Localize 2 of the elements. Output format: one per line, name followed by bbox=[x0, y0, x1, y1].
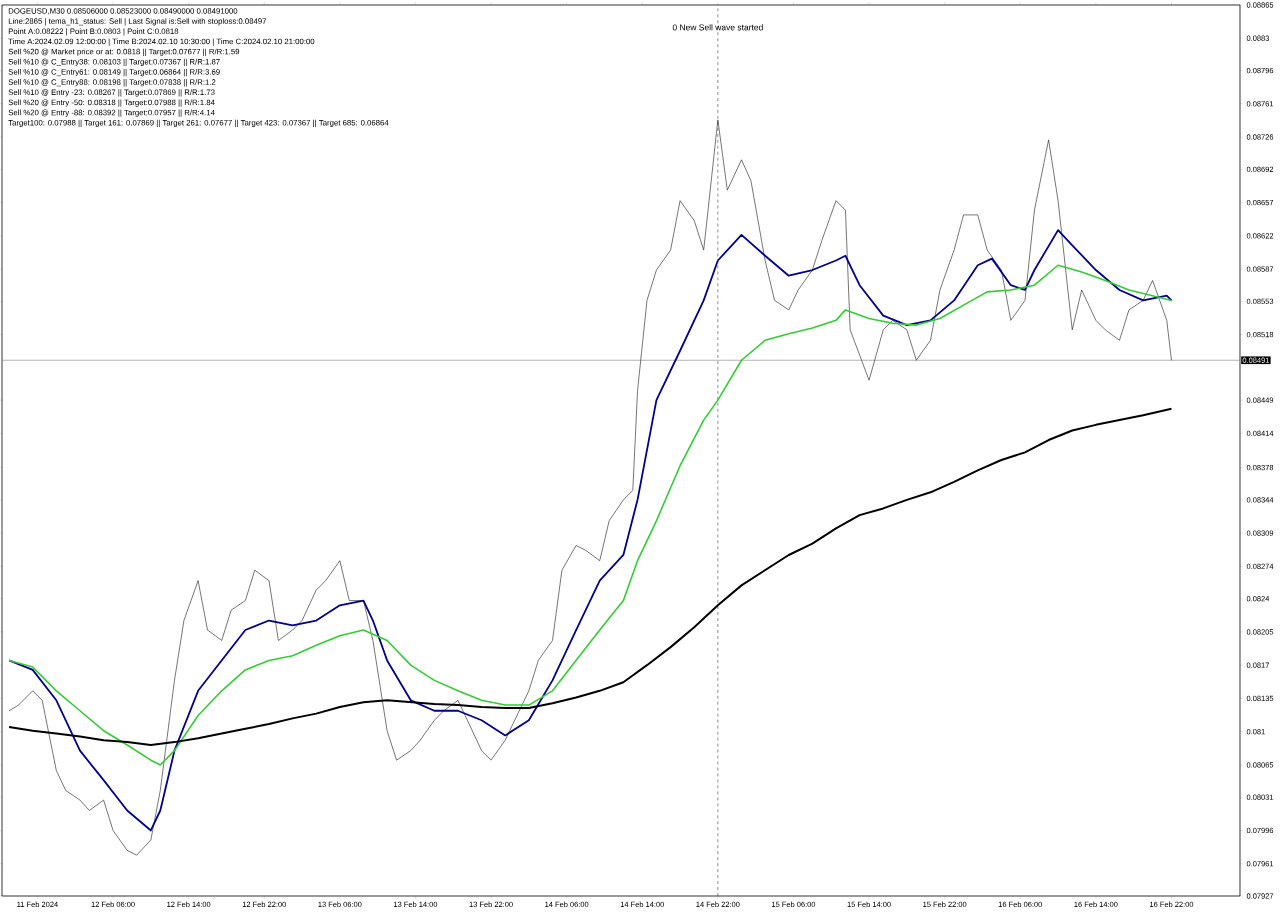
line-series bbox=[8, 119, 1172, 856]
ref-line-label: 0 New Sell wave started bbox=[672, 24, 763, 31]
